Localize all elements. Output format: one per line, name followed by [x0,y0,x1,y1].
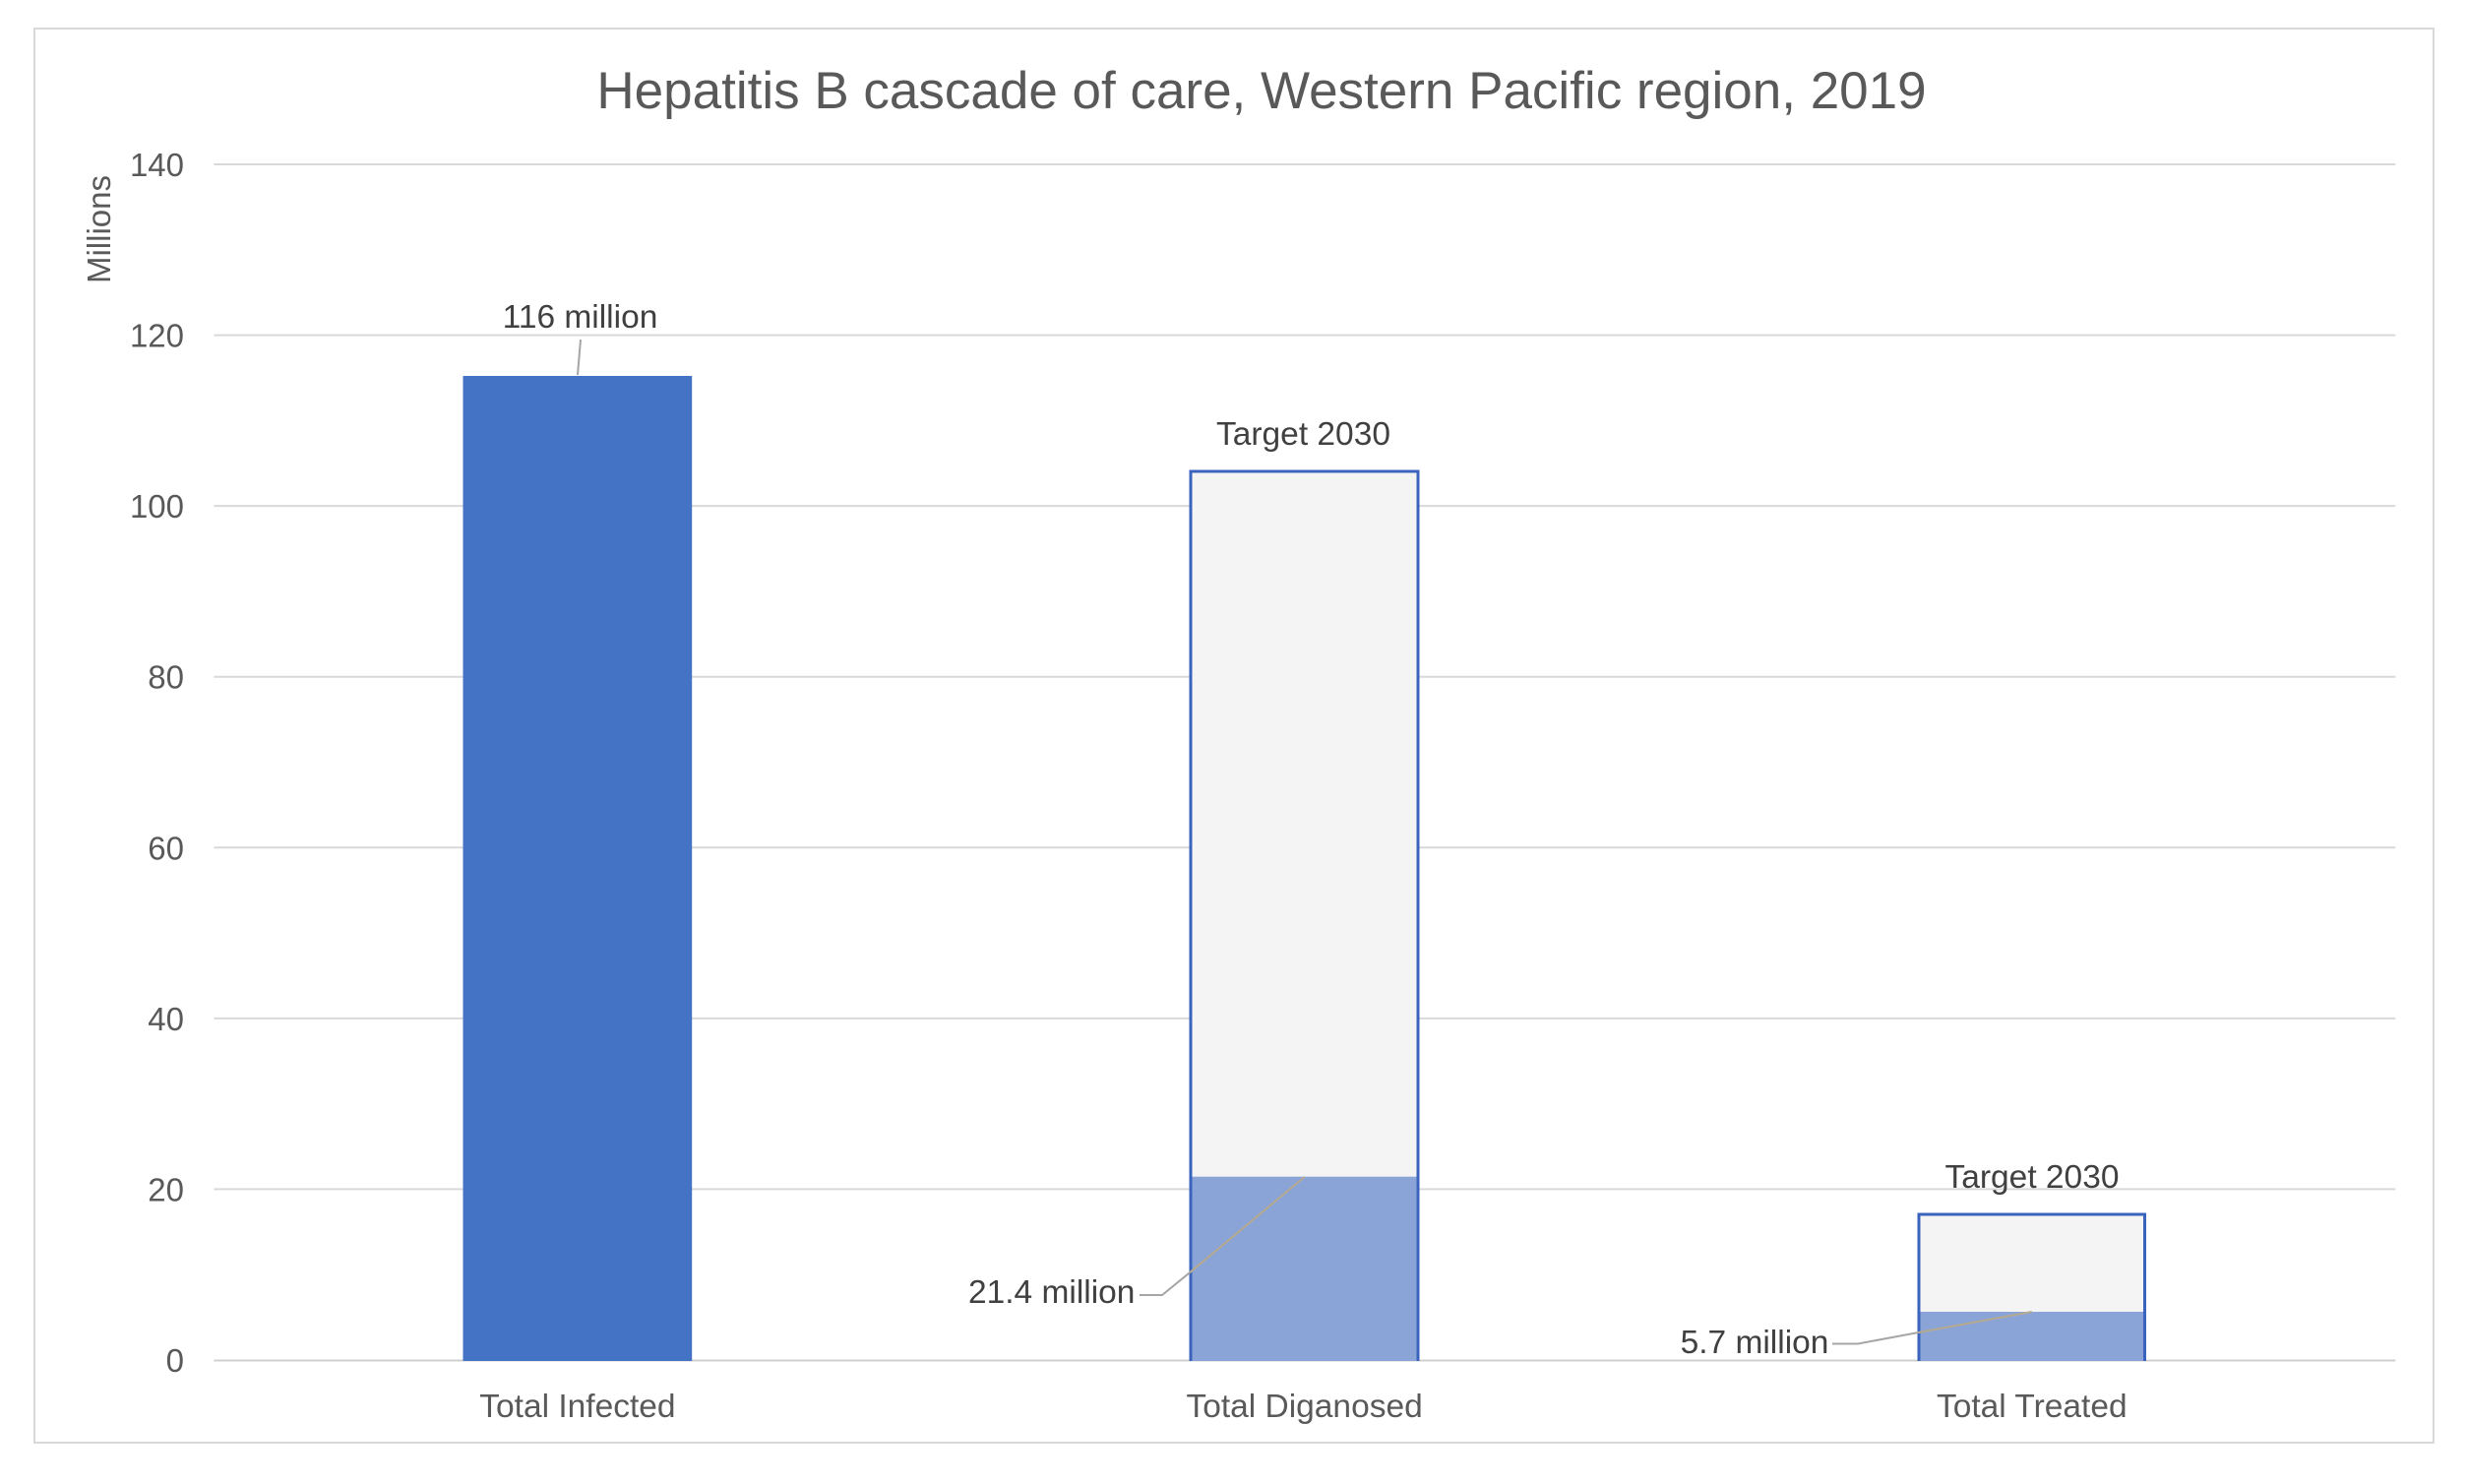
svg-text:Total Diganosed: Total Diganosed [1186,1389,1422,1425]
svg-text:5.7 million: 5.7 million [1681,1325,1829,1361]
svg-text:20: 20 [148,1171,184,1207]
svg-text:100: 100 [130,488,184,525]
svg-text:Hepatitis B cascade of care, W: Hepatitis B cascade of care, Western Pac… [596,62,1926,120]
svg-text:Total Infected: Total Infected [479,1389,675,1425]
svg-text:40: 40 [148,1001,184,1037]
svg-text:120: 120 [130,318,184,354]
svg-text:21.4 million: 21.4 million [968,1274,1135,1311]
svg-text:60: 60 [148,830,184,866]
svg-text:Millions: Millions [81,175,117,283]
svg-text:Total Treated: Total Treated [1937,1389,2128,1425]
svg-text:116 million: 116 million [503,299,658,336]
svg-text:Target 2030: Target 2030 [1216,416,1390,453]
svg-text:0: 0 [166,1342,184,1379]
svg-text:140: 140 [130,147,184,183]
svg-text:80: 80 [148,659,184,696]
svg-text:Target 2030: Target 2030 [1945,1159,2120,1196]
